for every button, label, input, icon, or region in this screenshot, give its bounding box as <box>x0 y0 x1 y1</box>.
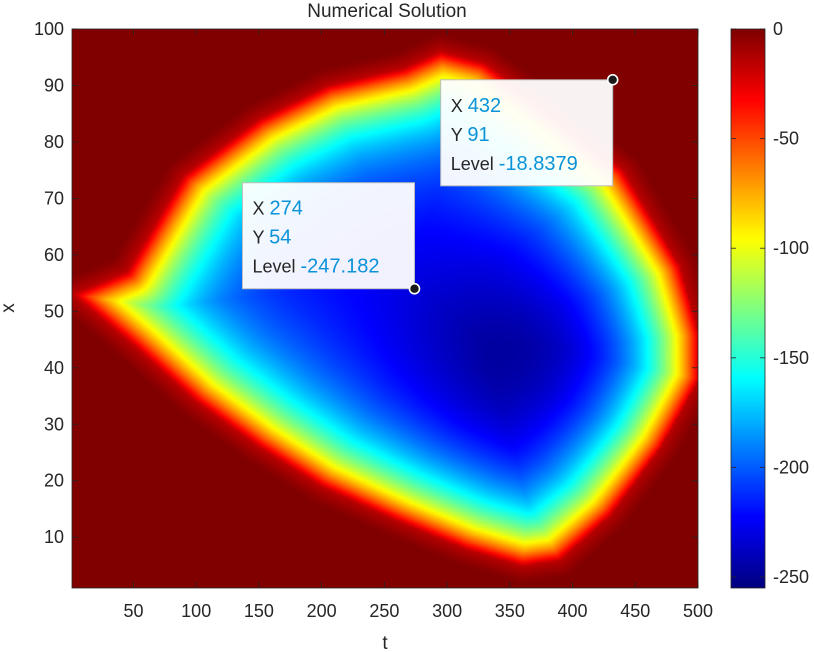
y-tick-label: 50 <box>44 301 64 321</box>
x-tick-label: 500 <box>683 601 713 621</box>
datatip-row-x: X 274 <box>252 198 302 220</box>
colorbar-gradient <box>731 29 765 588</box>
y-tick-label: 30 <box>44 414 64 434</box>
datatip-y-value: 91 <box>467 124 489 146</box>
datatip-row-y: Y 54 <box>252 227 291 249</box>
x-axis-label: t <box>382 633 388 652</box>
colorbar-tick-label: -50 <box>773 129 799 149</box>
datatip-row-x: X 432 <box>451 95 501 117</box>
datatip-row-y: Y 91 <box>451 124 490 146</box>
datatip-level-value: -247.182 <box>301 256 380 278</box>
y-tick-label: 80 <box>44 132 64 152</box>
plot-frame <box>71 28 699 589</box>
x-tick-label: 350 <box>495 601 525 621</box>
datatip-row-level: Level -247.182 <box>252 256 379 278</box>
y-axis-label: x <box>0 303 19 313</box>
datatip-row-level: Level -18.8379 <box>451 153 578 175</box>
datatip-x-label: X <box>451 96 468 116</box>
y-tick-label: 10 <box>44 527 64 547</box>
y-tick-label: 60 <box>44 245 64 265</box>
chart-title: Numerical Solution <box>307 1 466 22</box>
colorbar-tick-label: 0 <box>773 19 783 39</box>
datatip-x-value: 274 <box>269 198 302 220</box>
colorbar-tick-label: -250 <box>773 567 809 587</box>
x-tick-label: 100 <box>181 601 211 621</box>
datatip-x-label: X <box>252 199 269 219</box>
x-axis: 50 100 150 200 250 300 350 400 450 500 <box>123 29 713 621</box>
datatip-box <box>440 79 614 187</box>
datatip-marker[interactable] <box>408 282 421 295</box>
x-tick-label: 200 <box>307 601 337 621</box>
x-tick-label: 400 <box>558 601 588 621</box>
x-tick-label: 50 <box>123 601 143 621</box>
y-tick-label: 40 <box>44 358 64 378</box>
colorbar[interactable]: 0 -50 -100 -150 -200 -250 <box>730 19 809 589</box>
y-tick-label: 100 <box>34 19 64 39</box>
datatip-marker[interactable] <box>606 74 619 86</box>
x-tick-label: 250 <box>369 601 399 621</box>
datatip-y-label: Y <box>252 228 269 248</box>
colorbar-tick-label: -150 <box>773 348 809 368</box>
y-tick-label: 70 <box>44 188 64 208</box>
datatip-level-label: Level <box>252 257 300 277</box>
x-tick-label: 300 <box>432 601 462 621</box>
x-tick-label: 450 <box>620 601 650 621</box>
colorbar-frame <box>730 28 766 589</box>
datatip-x-value: 432 <box>468 95 501 117</box>
y-tick-label: 90 <box>44 75 64 95</box>
datatip-level-label: Level <box>451 154 499 174</box>
datatip-box <box>241 182 415 290</box>
datatip-y-label: Y <box>451 125 468 145</box>
x-tick-label: 150 <box>244 601 274 621</box>
colorbar-tick-label: -200 <box>773 457 809 477</box>
colorbar-ticks: 0 -50 -100 -150 -200 -250 <box>731 19 809 587</box>
colorbar-tick-label: -100 <box>773 238 809 258</box>
datatip-level-value: -18.8379 <box>499 153 578 175</box>
datatip-y-value: 54 <box>269 227 291 249</box>
y-tick-label: 20 <box>44 471 64 491</box>
y-axis: 10 20 30 40 50 60 70 80 90 100 <box>34 19 698 547</box>
